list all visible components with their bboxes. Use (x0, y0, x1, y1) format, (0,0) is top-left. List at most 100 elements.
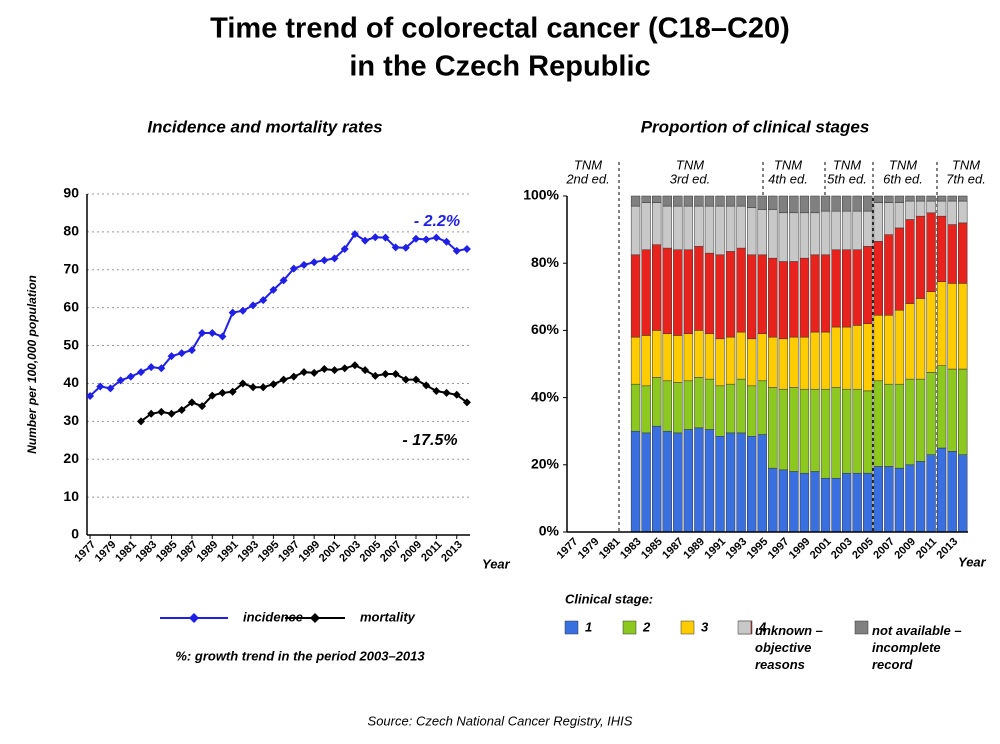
bar-segment (652, 202, 662, 245)
bar-segment (799, 472, 810, 533)
bar-segment (915, 378, 926, 462)
bar-segment (757, 195, 767, 210)
marker (279, 276, 288, 285)
x-tick-label: 2005 (850, 536, 876, 562)
bar-segment (652, 195, 662, 203)
marker (289, 372, 298, 381)
x-tick-label: 2007 (378, 539, 404, 565)
bar-segment (905, 200, 915, 220)
bar-segment (884, 466, 894, 533)
bar-segment (736, 195, 746, 207)
bar-segment (630, 430, 641, 533)
bar-segment (683, 333, 694, 382)
bar-segment (884, 315, 894, 385)
marker (289, 264, 298, 273)
bar-segment (958, 200, 968, 224)
marker (269, 285, 278, 294)
x-tick-label: 1989 (681, 536, 707, 562)
bar-segment (958, 195, 968, 202)
marker (350, 361, 359, 370)
marker (259, 296, 268, 305)
bar-segment (936, 215, 947, 282)
bar-segment (662, 430, 672, 533)
marker (371, 371, 380, 380)
marker (432, 233, 441, 242)
marker (391, 369, 400, 378)
legend-label: not available – incomplete record (872, 623, 962, 672)
y-tick-label: 20 (63, 450, 79, 466)
marker (147, 363, 156, 372)
marker (310, 368, 319, 377)
bar-segment (905, 464, 915, 533)
x-tick-label: 1979 (576, 536, 602, 562)
bar-segment (820, 210, 831, 256)
bar-segment (884, 234, 894, 316)
bar-segment (725, 383, 736, 434)
x-tick-label: 1981 (113, 539, 139, 565)
bar-segment (852, 210, 862, 251)
bar-segment (694, 205, 704, 247)
marker (412, 234, 421, 243)
bar-segment (894, 309, 905, 385)
bar-segment (725, 432, 736, 533)
bar-segment (926, 195, 936, 202)
title: Time trend of colorectal cancer (C18–C20… (210, 13, 790, 45)
bar-segment (641, 432, 651, 533)
bar-segment (704, 195, 715, 207)
bar-segment (873, 241, 883, 316)
bar-segment (905, 219, 915, 304)
bar-segment (926, 454, 936, 533)
bar-segment (673, 195, 683, 207)
title: in the Czech Republic (349, 51, 650, 83)
marker (381, 233, 390, 242)
x-tick-label: 2013 (935, 536, 961, 562)
bar-segment (768, 257, 778, 338)
bar-segment (905, 195, 915, 202)
y-tick-label: 50 (63, 336, 79, 352)
era-label: 2nd ed. (565, 171, 609, 186)
marker (147, 409, 156, 418)
bar-segment (683, 205, 694, 251)
bar-segment (673, 432, 683, 533)
bar-segment (810, 388, 820, 472)
y-tick-label: 70 (63, 260, 79, 276)
marker (136, 417, 145, 426)
marker (361, 366, 370, 375)
marker (391, 243, 400, 252)
bar-segment (704, 378, 715, 430)
y-tick-label: 0% (539, 523, 560, 539)
marker (452, 390, 461, 399)
bar-segment (725, 195, 736, 207)
bar-segment (894, 202, 905, 229)
bar-segment (768, 336, 778, 388)
marker (432, 387, 441, 396)
marker (299, 368, 308, 377)
marker (361, 236, 370, 245)
marker (208, 391, 217, 400)
era-label: 7th ed. (946, 171, 986, 186)
source: Source: Czech National Cancer Registry, … (368, 713, 633, 728)
bar-segment (810, 331, 820, 390)
bar-segment (630, 336, 641, 385)
annotation: - 2.2% (414, 213, 460, 230)
era-label: 4th ed. (768, 171, 808, 186)
y-tick-label: 40 (63, 374, 79, 390)
bar-segment (683, 380, 694, 430)
bar-segment (662, 247, 672, 335)
bar-segment (852, 195, 862, 212)
bar-segment (757, 209, 767, 256)
x-tick-label: 2013 (439, 539, 465, 565)
bar-segment (746, 254, 757, 340)
legend-label: 1 (585, 619, 592, 634)
era-label: TNM (574, 157, 602, 172)
marker (330, 254, 339, 263)
era-label: TNM (774, 157, 802, 172)
x-tick-label: 1985 (154, 539, 180, 565)
bar-segment (768, 209, 778, 259)
marker (126, 372, 135, 381)
era-label: TNM (833, 157, 861, 172)
bar-segment (630, 195, 641, 207)
x-tick-label: 2001 (317, 539, 343, 565)
x-tick-label: 1997 (766, 536, 792, 562)
